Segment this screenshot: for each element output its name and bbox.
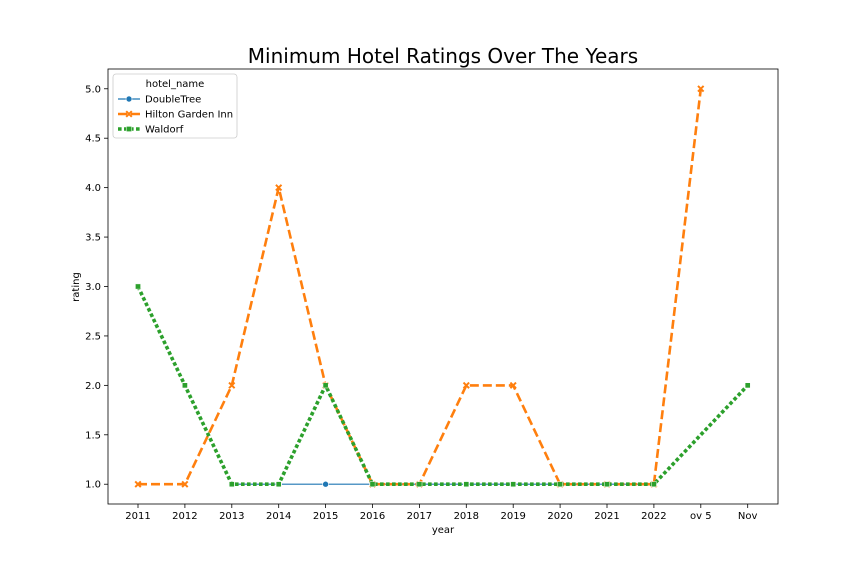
x-tick-label: 2012 xyxy=(172,511,197,522)
x-tick-label: 2022 xyxy=(641,511,666,522)
data-point-x xyxy=(462,381,470,389)
legend-frame xyxy=(112,73,238,139)
x-tick-label: 2015 xyxy=(313,511,338,522)
data-point-circle xyxy=(125,95,133,103)
data-point-square xyxy=(604,481,610,488)
data-point-square xyxy=(651,481,657,488)
y-tick-label: 2.5 xyxy=(85,331,101,342)
series-line xyxy=(138,88,703,486)
x-tick-label: ov 5 xyxy=(690,511,712,522)
data-point-square xyxy=(510,481,517,488)
series-hilton-garden-inn xyxy=(134,85,705,488)
data-point-square xyxy=(135,283,141,290)
legend: hotel_name DoubleTree Hilton Garden Inn Wa… xyxy=(112,73,238,139)
legend-title: hotel_name xyxy=(146,79,205,90)
data-point-x xyxy=(228,381,236,389)
data-point-square xyxy=(463,481,470,488)
legend-label: Hilton Garden Inn xyxy=(145,110,233,121)
data-point-square xyxy=(126,126,132,132)
x-tick-label: Nov xyxy=(738,511,758,522)
y-tick-label: 3.5 xyxy=(85,233,101,244)
data-point-square xyxy=(369,481,376,488)
y-tick-label: 2.0 xyxy=(85,381,101,392)
data-point-x xyxy=(275,184,283,192)
data-point-square xyxy=(275,481,282,488)
x-tick-label: 2020 xyxy=(547,511,572,522)
y-axis: 1.0 1.5 2.0 2.5 3.0 3.5 4.0 4.5 5.0 xyxy=(85,84,108,491)
y-tick-label: 4.0 xyxy=(85,183,101,194)
data-point-square xyxy=(228,481,235,488)
chart-title: Minimum Hotel Ratings Over The Years xyxy=(248,44,638,68)
data-point-x xyxy=(125,110,133,118)
x-tick-label: 2019 xyxy=(500,511,525,522)
series-waldorf xyxy=(135,283,751,488)
y-tick-label: 4.5 xyxy=(85,134,101,145)
y-tick-label: 1.5 xyxy=(85,430,101,441)
data-point-x xyxy=(134,480,142,488)
y-tick-label: 1.0 xyxy=(85,480,101,491)
data-point-x xyxy=(509,381,517,389)
x-axis-label: year xyxy=(432,525,455,536)
y-tick-label: 3.0 xyxy=(85,282,101,293)
y-tick-label: 5.0 xyxy=(85,84,101,95)
x-tick-label: 2018 xyxy=(454,511,479,522)
x-tick-label: 2016 xyxy=(360,511,385,522)
series-layer xyxy=(134,85,751,488)
data-point-square xyxy=(416,481,423,488)
data-point-x xyxy=(697,85,705,93)
x-axis: 2011 2012 2013 2014 2015 2016 2017 2018 2019 2020… xyxy=(125,504,758,522)
legend-label: DoubleTree xyxy=(145,95,201,106)
x-tick-label: 2017 xyxy=(407,511,432,522)
data-point-square xyxy=(182,382,188,389)
x-tick-label: 2014 xyxy=(266,511,291,522)
data-point-x xyxy=(181,480,189,488)
x-tick-label: 2021 xyxy=(594,511,619,522)
data-point-circle xyxy=(322,480,329,488)
y-axis-label: rating xyxy=(71,272,82,302)
legend-label: Waldorf xyxy=(145,125,184,136)
data-point-square xyxy=(744,382,751,389)
data-point-square xyxy=(557,481,563,488)
x-tick-label: 2013 xyxy=(219,511,244,522)
x-tick-label: 2011 xyxy=(125,511,150,522)
data-point-square xyxy=(322,382,329,389)
